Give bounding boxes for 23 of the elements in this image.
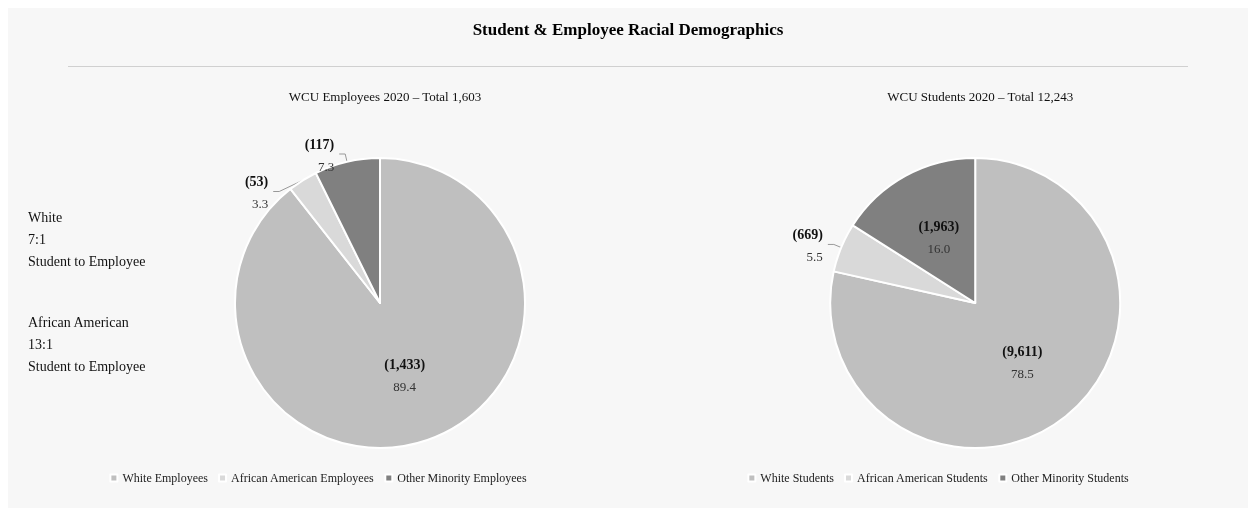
data-label: 89.4 bbox=[393, 378, 417, 394]
text: (117) bbox=[304, 136, 335, 152]
text: (1,433) bbox=[384, 356, 426, 372]
chart-subtitle: WCU Employees 2020 – Total 1,603 bbox=[288, 89, 482, 104]
text: Student & Employee Racial Demographics bbox=[471, 19, 785, 41]
data-label: 3.3 bbox=[251, 196, 269, 212]
text: (53) bbox=[244, 174, 269, 190]
text: (9,611) bbox=[1002, 344, 1043, 360]
chart-subtitle: WCU Students 2020 – Total 12,243 bbox=[887, 89, 1074, 104]
legend-label: African American Employees bbox=[231, 471, 374, 485]
legend-label: Other Minority Employees bbox=[397, 471, 527, 485]
text: (669) bbox=[792, 226, 823, 242]
text: White 7:1 Student to Employee bbox=[28, 209, 146, 269]
data-label: 5.5 bbox=[806, 248, 823, 264]
legend-label: White Students bbox=[760, 471, 835, 485]
data-label: 78.5 bbox=[1011, 366, 1034, 382]
data-label: 7.3 bbox=[317, 158, 335, 174]
legend-label: African American Students bbox=[857, 471, 988, 485]
text: (1,963) bbox=[918, 219, 960, 235]
legend-label: White Employees bbox=[122, 471, 209, 485]
legend-label: Other Minority Students bbox=[1011, 471, 1129, 485]
text: African American 13:1 Student to Employee bbox=[28, 314, 146, 374]
data-label: 16.0 bbox=[927, 241, 951, 257]
